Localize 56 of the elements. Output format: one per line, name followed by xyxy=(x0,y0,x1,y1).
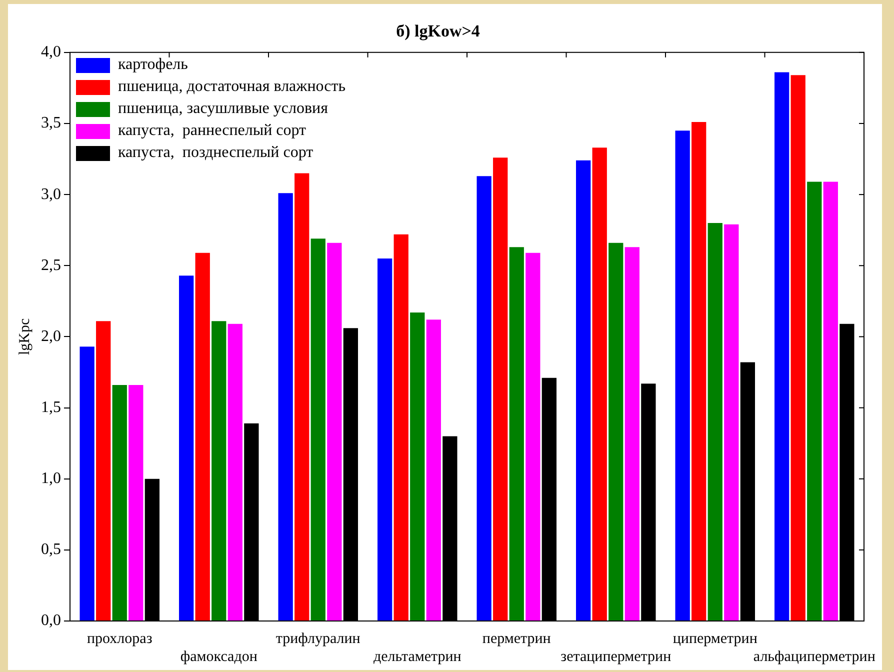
y-tick-label: 2,5 xyxy=(41,256,61,274)
bar xyxy=(790,75,806,620)
y-axis-title: lgKpc xyxy=(16,318,33,356)
bar xyxy=(410,312,425,620)
x-tick-label: перметрин xyxy=(482,630,551,647)
legend-label: капуста, позднеспелый сорт xyxy=(118,143,314,164)
x-tick-label: дельтаметрин xyxy=(373,648,462,665)
bar xyxy=(278,193,293,620)
y-tick-label: 2,0 xyxy=(41,328,61,345)
y-tick-label: 0,0 xyxy=(41,612,61,630)
chart-title: б) lgKow>4 xyxy=(396,22,480,41)
x-tick-label: фамоксадон xyxy=(180,648,258,665)
x-tick-label: циперметрин xyxy=(672,630,758,647)
bar xyxy=(509,247,524,620)
bar xyxy=(377,258,392,620)
bar xyxy=(708,222,722,620)
x-tick-label: прохлораз xyxy=(87,630,152,647)
bar xyxy=(592,148,607,620)
y-tick-label: 4,0 xyxy=(41,44,61,61)
y-tick-label: 3,0 xyxy=(41,186,61,203)
bar xyxy=(823,182,838,620)
legend-label: пшеница, достаточная влажность xyxy=(118,77,346,98)
bar xyxy=(774,72,790,620)
legend-label: капуста, раннеспелый сорт xyxy=(118,121,306,142)
bar xyxy=(327,242,342,620)
bar xyxy=(195,252,210,620)
x-tick-label: альфациперметрин xyxy=(753,648,876,665)
bar xyxy=(310,238,326,620)
bar xyxy=(576,160,591,620)
bar xyxy=(526,252,540,620)
bar xyxy=(80,346,94,620)
bar xyxy=(675,130,690,620)
y-tick-label: 1,5 xyxy=(41,398,61,416)
bar xyxy=(128,385,144,620)
y-tick-label: 0,5 xyxy=(41,541,61,558)
bar xyxy=(426,320,441,620)
y-tick-label: 3,5 xyxy=(41,114,61,132)
bar xyxy=(476,176,492,620)
bar xyxy=(624,247,640,620)
bar xyxy=(608,242,624,620)
bar xyxy=(212,321,226,620)
bar xyxy=(493,158,508,620)
bar xyxy=(692,122,706,620)
bar xyxy=(294,173,310,620)
bar xyxy=(724,224,739,620)
bar xyxy=(228,324,242,620)
legend-label: пшеница, засушливые условия xyxy=(118,99,328,120)
x-tick-label: зетациперметрин xyxy=(560,648,672,665)
y-tick-label: 1,0 xyxy=(41,470,61,488)
bar xyxy=(178,276,194,620)
bar xyxy=(394,234,408,620)
bar xyxy=(807,182,822,620)
bar xyxy=(96,321,111,620)
bar xyxy=(112,385,127,620)
legend-label: картофель xyxy=(118,55,188,76)
x-tick-label: трифлуралин xyxy=(276,630,360,647)
